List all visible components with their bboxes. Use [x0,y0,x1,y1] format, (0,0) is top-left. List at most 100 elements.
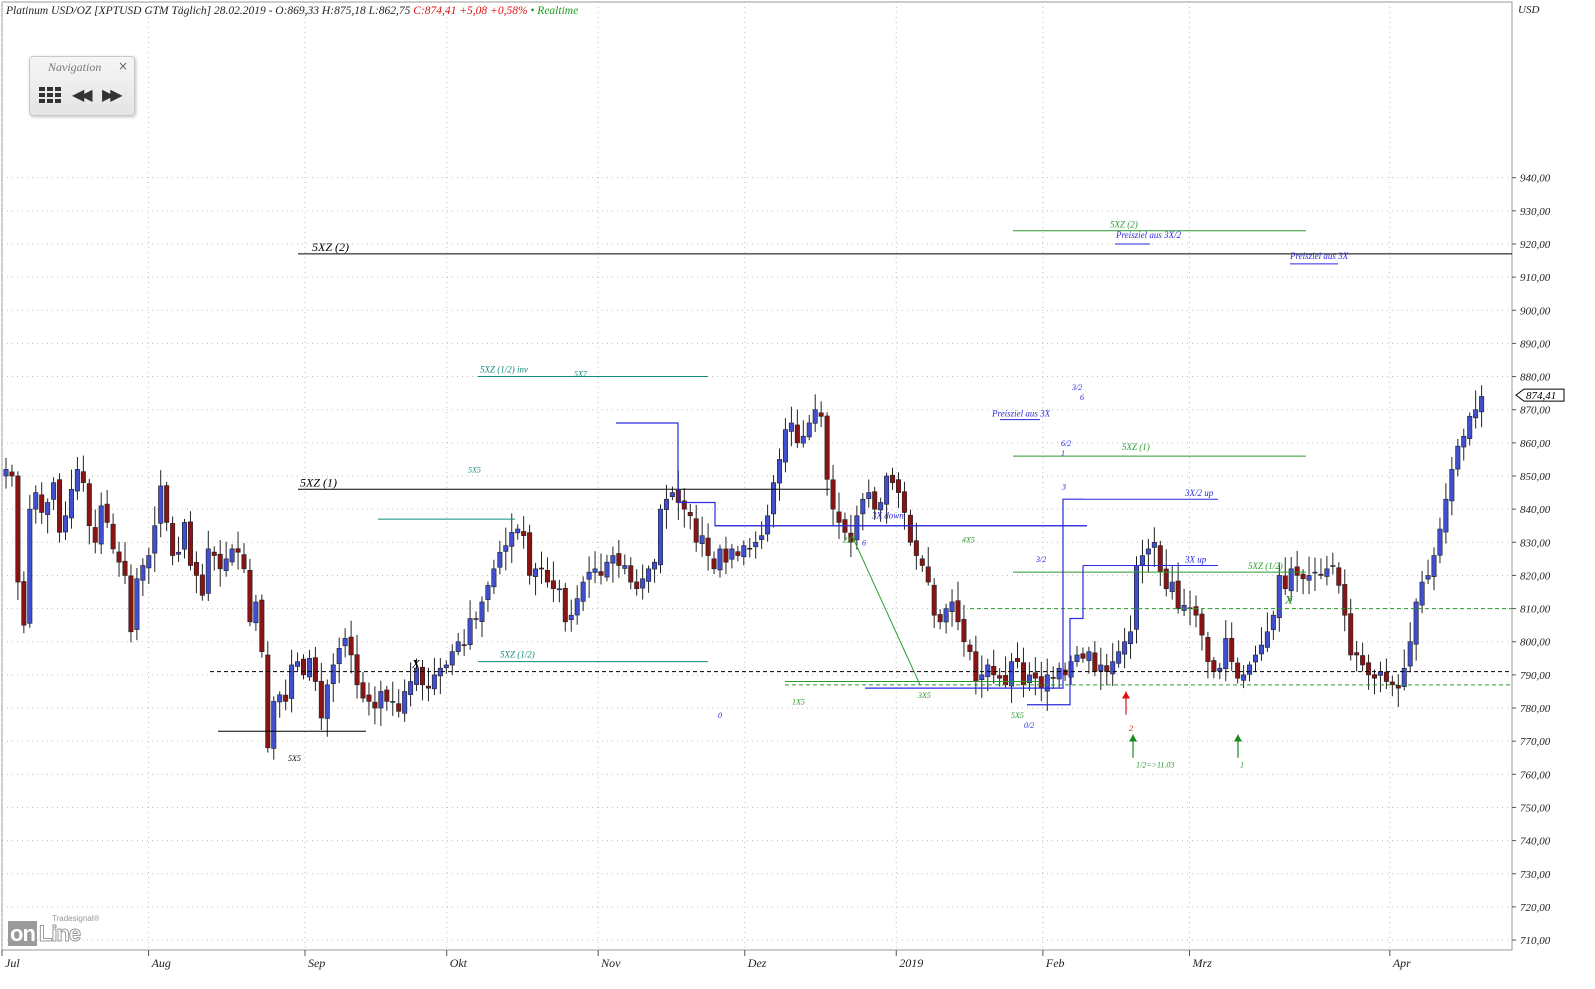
candle-body [1407,641,1413,667]
candle-body [574,598,580,616]
candle-body [634,581,640,589]
y-tick-label: 790,00 [1520,670,1551,682]
candle-body [509,532,515,547]
candle-body [1086,651,1092,661]
candle-body [485,585,491,600]
candle-body [360,682,366,699]
candle-body [211,551,217,556]
candle-body [985,664,991,677]
candle-body [521,531,527,536]
fast-forward-icon[interactable]: ▶▶ [102,85,123,104]
candle-body [527,532,533,576]
candle-body [1401,667,1407,687]
candle-body [57,479,63,533]
candle-body [289,664,295,699]
candle-body [1145,548,1151,555]
candle-body [1038,676,1044,689]
candle-body [663,498,669,510]
candle-body [497,551,503,568]
candle-body [164,485,170,523]
candle-body [437,667,443,677]
candle-body [74,469,80,492]
candle-body [461,644,467,646]
x-tick-label: Apr [1392,956,1411,970]
candle-body [1437,528,1443,556]
x-tick-label: Okt [450,956,468,970]
candle-body [473,618,479,620]
candle-body [1294,566,1300,576]
rewind-icon[interactable]: ◀◀ [72,85,93,104]
header-realtime: • Realtime [527,5,579,17]
candle-body [860,498,866,515]
pattern-label: 1/2=>11.03 [1136,761,1174,770]
candle-body [86,483,92,527]
grid-icon[interactable] [39,87,61,103]
candle-body [98,505,104,545]
candle-body [562,587,568,623]
candle-body [646,568,652,582]
candle-body [1288,568,1294,592]
candle-body [414,667,420,685]
candle-body [1300,573,1306,580]
candle-body [800,435,806,444]
candle-body [955,600,961,623]
candle-body [711,558,717,570]
candle-body [1395,685,1401,689]
candle-body [1455,445,1461,470]
candle-body [1247,664,1253,675]
candle-body [866,492,872,500]
candle-body [1318,573,1324,576]
candle-body [1098,664,1104,672]
candle-body [1151,541,1157,548]
pattern-label: 0 [718,711,722,720]
annotation-label: 5XZ (2) [1110,220,1138,230]
y-tick-label: 940,00 [1520,173,1551,185]
candle-body [419,666,425,686]
candle-body [973,651,979,682]
candle-body [1169,581,1175,592]
candle-body [283,694,289,702]
candle-body [622,565,628,569]
candle-body [1324,568,1330,577]
candle-body [669,492,675,498]
pattern-label: 3/2 [1071,383,1082,392]
candle-body [140,565,146,581]
candle-body [104,503,110,523]
candle-body [110,523,116,550]
last-price-marker [1515,388,1565,402]
candle-body [681,500,687,510]
candle-body [729,548,735,560]
y-tick-label: 850,00 [1520,471,1551,483]
annotation-label: 5XZ (2) [312,240,349,254]
candle-body [830,479,836,510]
candle-body [1110,661,1116,675]
candle-body [146,555,152,569]
candle-body [687,512,693,517]
candle-body [170,523,176,556]
candle-body [467,618,473,645]
x-tick-label: Nov [600,956,621,970]
candle-body [747,547,753,550]
candle-body [836,511,842,523]
candle-body [1128,631,1134,645]
candle-body [895,479,901,493]
candle-body [586,571,592,580]
candle-body [3,469,9,477]
annotation-label: 5XZ (1/2) inv [480,365,528,375]
x-tick-label: Feb [1045,956,1065,970]
candle-body [1306,575,1312,581]
candle-body [1009,661,1015,687]
candle-body [1354,652,1360,656]
candle-body [396,703,402,712]
annotation-label: X [411,657,421,671]
candle-body [9,471,15,477]
logo-big-text: on Line [8,921,82,947]
candle-body [182,522,188,550]
candle-body [45,502,51,515]
candle-body [1134,565,1140,630]
close-icon[interactable]: × [117,59,128,73]
y-tick-label: 840,00 [1520,504,1551,516]
candle-body [699,535,705,544]
